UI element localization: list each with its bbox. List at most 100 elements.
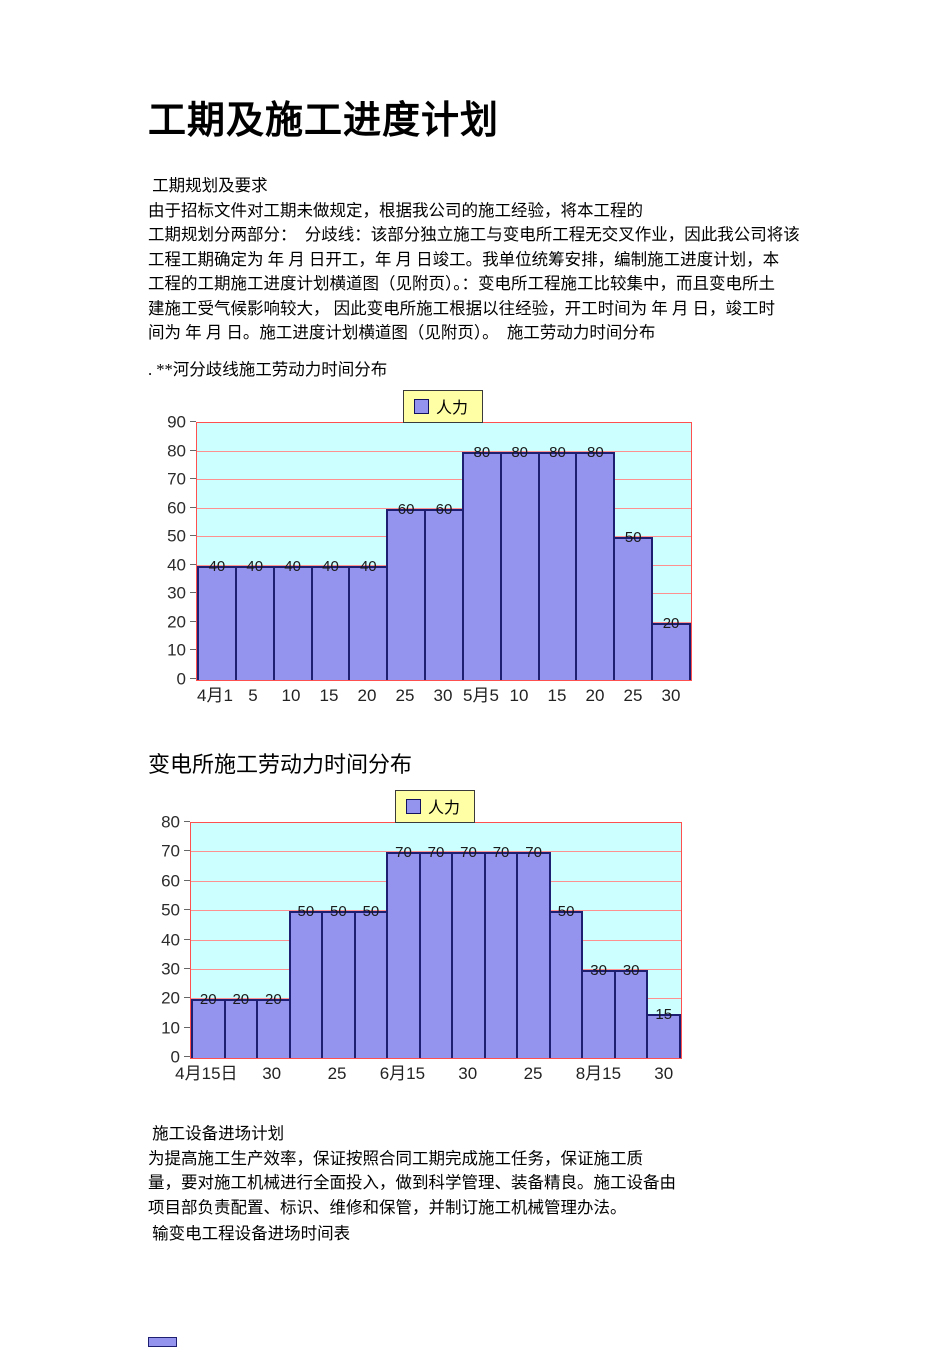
x-axis-tick-label: 5月5: [463, 686, 499, 705]
legend-label: 人力: [427, 800, 460, 817]
y-axis-tick: [184, 821, 190, 822]
bar-value-label: 20: [662, 615, 680, 633]
equipment-paragraph: 为提高施工生产效率，保证按照合同工期完成施工任务，保证施工质量，要对施工机械进行…: [148, 1147, 890, 1221]
section-heading-schedule-plan: 工期规划及要求: [148, 176, 268, 195]
bar-slot: 15: [646, 823, 681, 1058]
x-axis-tick-label: 4月15日: [175, 1064, 238, 1083]
bar-slot: 40: [272, 423, 313, 680]
bar: 70: [451, 845, 486, 1058]
bar: 70: [483, 845, 519, 1058]
x-axis-tick-label: [484, 1064, 517, 1084]
bar-slot: 20: [191, 823, 226, 1058]
bar-value-label: 80: [511, 443, 529, 461]
bar: 80: [575, 444, 616, 680]
bar-slot: 80: [499, 423, 540, 680]
y-axis-tick-label: 60: [161, 871, 180, 891]
y-axis-tick: [190, 506, 196, 508]
y-axis-tick: [190, 563, 196, 565]
paragraph-line: 为提高施工生产效率，保证按照合同工期完成施工任务，保证施工质: [148, 1148, 643, 1168]
bar-value-label: 70: [525, 844, 542, 862]
bar: 20: [191, 991, 226, 1058]
bar-slot: 50: [548, 823, 584, 1058]
next-page-table-fragment: [148, 1337, 177, 1347]
bar-value-label: 50: [557, 903, 575, 921]
bar: 30: [581, 962, 616, 1058]
x-axis-tick-label: [615, 1064, 648, 1084]
y-axis-tick-label: 80: [161, 812, 180, 832]
y-axis-tick-label: 20: [167, 612, 186, 632]
x-axis-tick-label: 30: [433, 686, 453, 705]
x-axis-tick-label: 8月15: [575, 1064, 622, 1083]
x-axis-tick-label: 30: [661, 686, 681, 705]
paragraph-line: 工期规划分两部分： 分歧线：该部分独立施工与变电所工程无交叉作业，因此我公司将该: [148, 225, 800, 244]
bar-slot: 40: [348, 423, 389, 680]
legend-series-swatch-icon: [413, 398, 429, 414]
paragraph-line: 量，要对施工机械进行全面投入，做到科学管理、装备精良。施工设备由: [148, 1173, 676, 1192]
bar-slot: 20: [256, 823, 291, 1058]
bar-slot: 40: [197, 423, 237, 680]
bar-value-label: 70: [427, 844, 445, 862]
bar-value-label: 40: [208, 557, 226, 575]
document-title: 工期及施工进度计划: [148, 100, 500, 142]
y-axis-tick-label: 30: [167, 583, 186, 603]
bar-value-label: 50: [330, 903, 347, 921]
y-axis-tick-label: 0: [170, 1047, 180, 1067]
y-axis-tick: [190, 478, 196, 480]
bar-slot: 80: [575, 423, 616, 680]
y-axis-tick: [184, 997, 190, 999]
x-axis-tick-label: 25: [327, 1064, 347, 1083]
y-axis-tick: [184, 1056, 190, 1057]
x-axis-tick-label: 25: [523, 1064, 543, 1083]
bar-value-label: 50: [297, 903, 315, 921]
x-axis-tick-label: 5: [248, 686, 258, 705]
bar: 70: [418, 845, 454, 1058]
y-axis-tick-label: 10: [167, 640, 186, 660]
y-axis-tick: [190, 678, 196, 679]
x-axis-tick-label: [419, 1064, 452, 1084]
bar-value-label: 60: [397, 500, 415, 518]
bar-value-label: 40: [322, 557, 339, 575]
bar: 40: [348, 558, 389, 680]
paragraph-line: 项目部负责配置、标识、维修和保管，并制订施工机械管理办法。: [148, 1197, 627, 1217]
y-axis-tick-label: 90: [167, 412, 186, 432]
y-axis-tick: [184, 967, 190, 969]
bar: 40: [234, 558, 275, 680]
bar-slot: 20: [651, 423, 691, 680]
intro-paragraph: 由于招标文件对工期未做规定，根据我公司的施工经验，将本工程的 工期规划分两部分： …: [148, 199, 890, 346]
x-axis-tick-label: 15: [319, 686, 339, 705]
gridline: [197, 479, 691, 481]
x-axis-tick-label: 4月1: [197, 686, 233, 705]
bar: 20: [256, 991, 291, 1058]
x-axis-tick-label: 30: [262, 1064, 282, 1083]
legend-series-swatch-icon: [405, 798, 421, 814]
paragraph-line: 工程工期确定为 年 月 日开工，年 月 日竣工。我单位统筹安排，编制施工进度计划…: [148, 249, 780, 269]
chart1-caption: . **河分歧线施工劳动力时间分布: [148, 359, 388, 379]
gridline: [197, 450, 691, 452]
x-axis-tick-label: 15: [547, 686, 567, 705]
gridline: [197, 507, 691, 509]
bar-value-label: 80: [549, 443, 566, 461]
bar-value-label: 20: [199, 991, 217, 1009]
y-axis-tick-label: 40: [167, 555, 186, 575]
bars-group: 20 20 20 50 50 50 70 70 70 70 70 50 30 30 15: [191, 823, 681, 1058]
bar-slot: 50: [613, 423, 654, 680]
bar-slot: 30: [613, 823, 649, 1058]
section-heading-equipment-table: 输变电工程设备进场时间表: [148, 1224, 351, 1243]
y-axis-tick-label: 70: [161, 841, 180, 861]
bar-value-label: 50: [624, 529, 642, 547]
bar-value-label: 30: [622, 962, 640, 980]
plot-area: 20 20 20 50 50 50 70 70 70 70 70 50 30 30 15: [190, 822, 682, 1059]
y-axis-tick: [184, 879, 190, 881]
bar: 80: [499, 444, 540, 680]
y-axis-tick: [190, 535, 196, 537]
bar-slot: 50: [353, 823, 389, 1058]
bar-slot: 40: [234, 423, 275, 680]
bar: 40: [272, 558, 313, 680]
paragraph-line: 工程的工期施工进度计划横道图（见附页）。：变电所工程施工比较集中，而且变电所土: [148, 274, 775, 293]
x-axis-tick-label: 10: [509, 686, 529, 705]
bar: 50: [288, 903, 324, 1058]
y-axis-tick: [184, 850, 190, 852]
bar-value-label: 40: [359, 557, 377, 575]
y-axis-tick-label: 0: [176, 669, 186, 689]
y-axis-tick: [190, 620, 196, 622]
